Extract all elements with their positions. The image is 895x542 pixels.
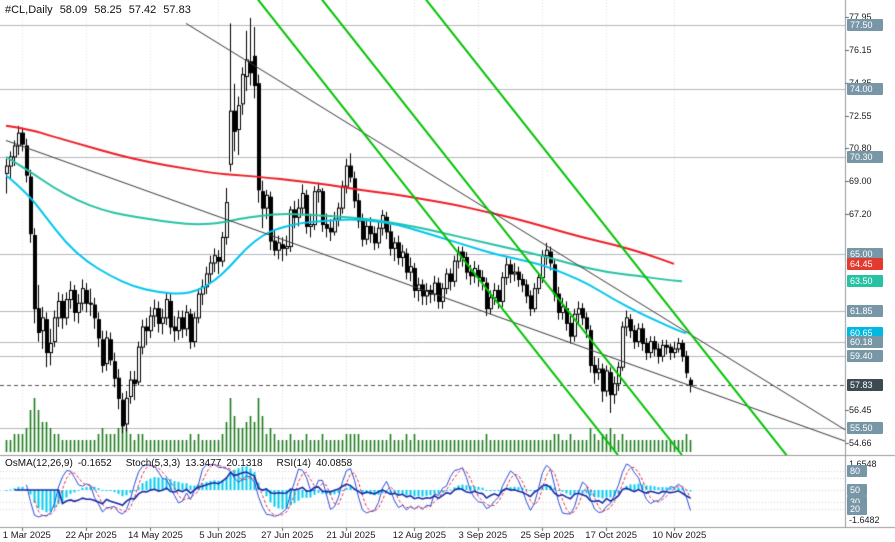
price-axis-badge: 55.50 [847, 421, 883, 434]
time-axis-label: 27 Jun 2025 [261, 530, 314, 541]
price-axis-badge: 64.45 [847, 257, 883, 270]
time-axis-label: 10 Nov 2025 [652, 530, 707, 541]
osma-label: OsMA(12,26,9) [5, 458, 73, 469]
indicator-axis-badge: 50 [847, 484, 867, 496]
price-axis-label: 74.35 [849, 78, 872, 88]
price-axis-badge: 59.40 [847, 350, 883, 363]
symbol-timeframe-label: #CL,Daily [5, 4, 53, 16]
price-axis-badge: 63.50 [847, 275, 883, 288]
price-axis-badge: 65.00 [847, 247, 883, 260]
price-axis-badge: 77.50 [847, 19, 883, 32]
stoch-readout: Stoch(5,3,3) 13.3477 20.1318 [126, 458, 263, 469]
time-axis-label: 22 Apr 2025 [65, 530, 117, 541]
time-axis-label: 21 Jul 2025 [326, 530, 376, 541]
price-axis-label: 72.55 [849, 110, 872, 121]
time-axis-label: 14 May 2025 [128, 530, 183, 541]
time-axis-label: 12 Aug 2025 [392, 530, 447, 541]
osma-value: -0.1652 [77, 458, 112, 469]
price-axis-badge: 70.30 [847, 150, 883, 163]
indicator-axis-min: -1.6482 [849, 515, 880, 525]
price-axis-badge: 61.85 [847, 305, 883, 318]
price-axis-label: 69.00 [849, 175, 872, 186]
price-axis-label: 56.45 [849, 405, 872, 416]
time-axis-label: 25 Sep 2025 [520, 530, 575, 541]
price-axis-label: 77.95 [849, 12, 872, 22]
price-axis-label: 54.66 [849, 437, 872, 448]
time-axis-label: 5 Jun 2025 [199, 530, 247, 541]
stoch-k-value: 13.3477 [185, 458, 222, 469]
time-axis-label: 1 Mar 2025 [2, 530, 51, 541]
ohlc-close-value: 57.83 [163, 4, 191, 16]
price-axis-label: 67.20 [849, 208, 872, 219]
indicator-header: OsMA(12,26,9) -0.1652 Stoch(5,3,3) 13.34… [5, 458, 352, 469]
time-axis[interactable]: 1 Mar 2025 22 Apr 2025 14 May 2025 5 Jun 20… [0, 528, 845, 542]
rsi-value: 40.0858 [315, 458, 353, 469]
time-axis-label: 17 Oct 2025 [585, 530, 638, 541]
price-axis-badge: 57.83 [847, 378, 883, 391]
chart-header: #CL,Daily 58.09 58.25 57.42 57.83 [5, 4, 191, 16]
ohlc-low-value: 57.42 [128, 4, 157, 16]
price-axis-label: 76.15 [849, 44, 872, 55]
indicator-axis-max: 1.6548 [849, 459, 877, 469]
indicator-axis-badge: 20 [847, 502, 867, 515]
price-axis-badge: 74.00 [847, 83, 883, 96]
price-axis-badge: 60.18 [847, 336, 883, 348]
price-axis[interactable]: 77.95 76.15 74.35 72.55 70.80 69.00 67.20 56.45… [846, 0, 895, 542]
indicator-axis-badge: 80 [847, 465, 867, 478]
stoch-d-value: 20.1318 [226, 458, 263, 469]
time-axis-label: 3 Sep 2025 [458, 530, 508, 541]
osma-readout: OsMA(12,26,9) -0.1652 [5, 458, 112, 469]
stoch-label: Stoch(5,3,3) [125, 458, 181, 469]
ohlc-high-value: 58.25 [94, 4, 122, 16]
rsi-readout: RSI(14) 40.0858 [277, 458, 353, 469]
rsi-label: RSI(14) [276, 458, 311, 469]
price-axis-label: 70.80 [849, 142, 872, 153]
ohlc-open-value: 58.09 [59, 4, 88, 16]
